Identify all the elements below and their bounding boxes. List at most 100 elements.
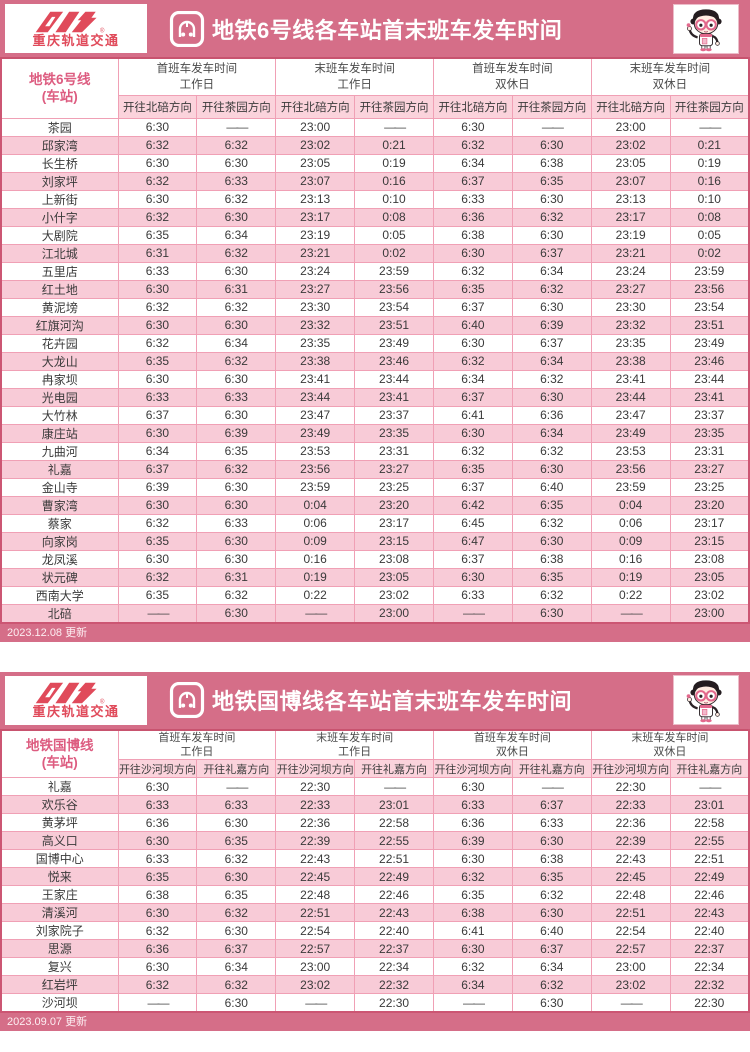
time-cell: ——	[275, 603, 356, 623]
time-cell: 6:35	[433, 279, 513, 299]
time-cell: 6:38	[117, 885, 198, 904]
time-cell: 6:30	[117, 315, 198, 335]
time-cell: 23:51	[354, 315, 434, 335]
time-cell: 6:30	[511, 903, 592, 922]
time-cell: ——	[354, 117, 434, 137]
time-cell: 6:32	[196, 243, 277, 263]
direction-header: 开往礼嘉方向	[669, 759, 750, 778]
time-cell: 6:30	[433, 567, 513, 587]
time-cell: 6:35	[117, 585, 198, 605]
time-cell: 23:35	[669, 423, 750, 443]
time-cell: 6:35	[196, 885, 277, 904]
time-cell: 6:30	[511, 603, 592, 623]
station-name: 大龙山	[0, 351, 119, 371]
station-row: 茶园 6:30 —— 23:00 —— 6:30 —— 23:00 ——	[0, 117, 750, 137]
time-cell: 6:30	[117, 279, 198, 299]
time-cell: 6:34	[117, 441, 198, 461]
time-cell: 0:09	[275, 531, 356, 551]
time-cell: 6:37	[196, 939, 277, 958]
time-cell: 23:07	[275, 171, 356, 191]
time-cell: 23:21	[590, 243, 671, 263]
time-cell: 23:00	[275, 957, 356, 976]
time-cell: 6:33	[433, 795, 513, 814]
time-cell: 6:30	[433, 849, 513, 868]
station-name: 黄泥塝	[0, 297, 119, 317]
time-cell: 6:31	[117, 243, 198, 263]
group-header-last-weekend: 末班车发车时间 双休日	[590, 729, 750, 760]
time-cell: 23:27	[354, 459, 434, 479]
time-cell: 6:30	[196, 603, 277, 623]
time-cell: 6:30	[433, 243, 513, 263]
line-station-header: 地铁6号线 (车站)	[0, 57, 119, 119]
time-cell: 23:30	[275, 297, 356, 317]
direction-header-row: 开往北碚方向 开往茶园方向 开往北碚方向 开往茶园方向 开往北碚方向 开往茶园方向 开往北碚…	[1, 94, 750, 119]
time-cell: 6:32	[117, 171, 198, 191]
time-cell: 6:32	[511, 975, 592, 994]
time-cell: ——	[511, 117, 592, 137]
time-cell: 6:32	[117, 207, 198, 227]
station-name: 悦来	[0, 867, 119, 886]
time-cell: 0:06	[275, 513, 356, 533]
time-cell: 23:05	[354, 567, 434, 587]
time-cell: 6:32	[511, 279, 592, 299]
time-cell: ——	[669, 777, 750, 796]
time-cell: 23:47	[275, 405, 356, 425]
time-cell: 23:21	[275, 243, 356, 263]
time-cell: 23:32	[590, 315, 671, 335]
station-name: 龙凤溪	[0, 549, 119, 569]
time-cell: 23:13	[590, 189, 671, 209]
time-cell: 6:32	[433, 135, 513, 155]
time-cell: 6:32	[117, 135, 198, 155]
mascot	[673, 675, 739, 725]
time-cell: 23:35	[275, 333, 356, 353]
time-cell: 22:54	[275, 921, 356, 940]
time-cell: 23:27	[669, 459, 750, 479]
time-cell: 6:38	[511, 549, 592, 569]
time-cell: 6:32	[511, 441, 592, 461]
time-cell: 6:32	[433, 261, 513, 281]
station-label: (车站)	[41, 754, 78, 770]
time-cell: ——	[117, 603, 198, 623]
station-row: 王家庄 6:38 6:35 22:48 22:46 6:35 6:32 22:48 22:46	[0, 885, 750, 904]
station-name: 曹家湾	[0, 495, 119, 515]
station-row: 五里店 6:33 6:30 23:24 23:59 6:32 6:34 23:24 23:59	[0, 261, 750, 281]
time-cell: 6:39	[196, 423, 277, 443]
time-cell: 6:30	[511, 189, 592, 209]
direction-header: 开往茶园方向	[354, 94, 434, 119]
station-row: 红旗河沟 6:30 6:30 23:32 23:51 6:40 6:39 23:32 23:51	[0, 315, 750, 335]
station-row: 思源 6:36 6:37 22:57 22:37 6:30 6:37 22:57 22:37	[0, 939, 750, 958]
time-cell: 6:32	[433, 957, 513, 976]
time-cell: 6:33	[433, 189, 513, 209]
page-title: 地铁6号线各车站首末班车发车时间	[212, 17, 563, 43]
time-cell: 22:43	[669, 903, 750, 922]
time-cell: 23:13	[275, 189, 356, 209]
time-cell: 23:08	[354, 549, 434, 569]
time-cell: 23:56	[354, 279, 434, 299]
time-cell: 6:30	[196, 495, 277, 515]
station-row: 刘家坪 6:32 6:33 23:07 0:16 6:37 6:35 23:07 0:16	[0, 171, 750, 191]
time-cell: 0:19	[354, 153, 434, 173]
time-cell: 0:16	[669, 171, 750, 191]
time-cell: 6:34	[511, 957, 592, 976]
station-row: 礼嘉 6:30 —— 22:30 —— 6:30 —— 22:30 ——	[0, 777, 750, 796]
time-cell: ——	[433, 993, 513, 1013]
time-cell: 6:30	[196, 921, 277, 940]
time-cell: 6:30	[511, 531, 592, 551]
group-header-last-workday: 末班车发车时间 工作日	[275, 57, 434, 96]
station-row: 大龙山 6:35 6:32 23:38 23:46 6:32 6:34 23:38 23:46	[0, 351, 750, 371]
direction-header: 开往茶园方向	[511, 94, 592, 119]
time-cell: 6:34	[196, 957, 277, 976]
station-name: 西南大学	[0, 585, 119, 605]
time-cell: 6:34	[511, 351, 592, 371]
time-cell: 0:19	[669, 153, 750, 173]
time-cell: 22:32	[669, 975, 750, 994]
time-cell: 23:41	[590, 369, 671, 389]
time-cell: 23:56	[590, 459, 671, 479]
station-name: 大竹林	[0, 405, 119, 425]
time-cell: 6:39	[433, 831, 513, 850]
time-cell: 23:41	[354, 387, 434, 407]
time-cell: 6:30	[196, 549, 277, 569]
time-cell: 6:30	[117, 189, 198, 209]
direction-header: 开往北碚方向	[275, 94, 356, 119]
time-cell: 22:51	[354, 849, 434, 868]
